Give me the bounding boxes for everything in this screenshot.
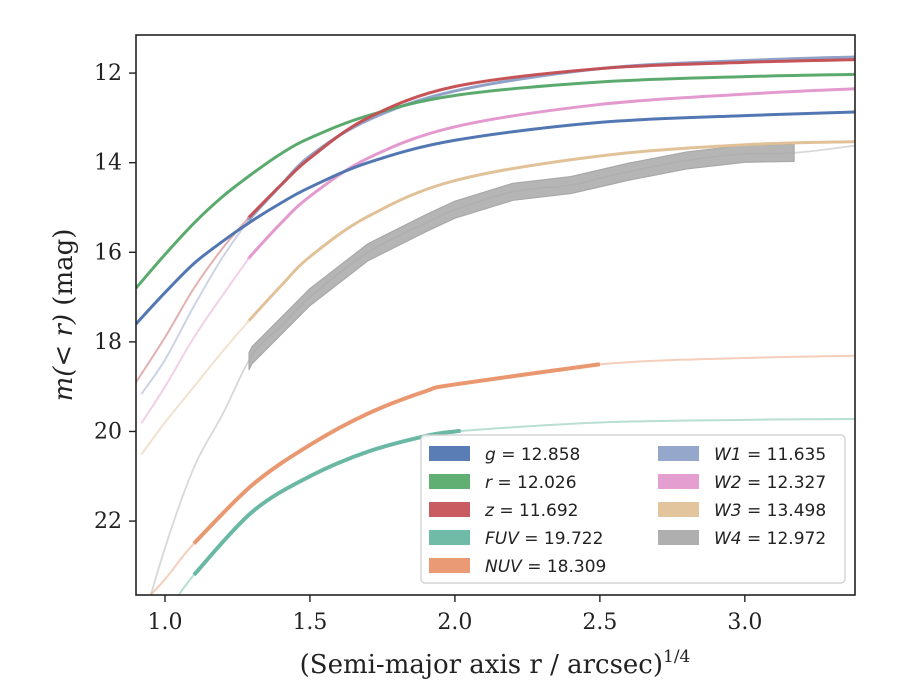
- curve-fuv-band: [192, 429, 461, 577]
- y-axis-title-unit: (mag): [49, 229, 79, 314]
- legend-swatch-r: [429, 474, 470, 489]
- legend-box: [420, 434, 846, 584]
- x-axis: 1.0 1.5 2.0 2.5 3.0: [147, 595, 762, 635]
- x-tick-label: 3.0: [727, 610, 762, 635]
- legend-swatch-z: [429, 502, 470, 517]
- legend-label-r: r = 12.026: [485, 473, 577, 493]
- y-tick-label: 14: [94, 151, 122, 176]
- legend-label-w4: W4 = 12.972: [714, 529, 826, 549]
- curve-w3-band: [247, 140, 855, 323]
- curve-r-band: [136, 72, 855, 290]
- legend-label-g: g = 12.858: [485, 445, 580, 465]
- legend-swatch-w3: [658, 502, 699, 517]
- legend-label-w3: W3 = 13.498: [714, 501, 826, 521]
- legend-label-fuv: FUV = 19.722: [485, 529, 603, 549]
- y-tick-label: 12: [94, 61, 122, 86]
- y-axis-title: m(< r) (mag): [49, 229, 79, 402]
- y-axis: 12 14 16 18 20 22: [94, 61, 136, 534]
- curve-w2-extrapolated: [140, 87, 855, 424]
- legend-label-w1: W1 = 11.635: [714, 445, 826, 465]
- curve-layer: [136, 55, 855, 595]
- curve-nuv-band: [192, 362, 601, 545]
- legend-swatch-g: [429, 446, 470, 461]
- curve-w2-band: [247, 87, 855, 261]
- legend-swatch-w1: [658, 446, 699, 461]
- legend-label-nuv: NUV = 18.309: [485, 557, 606, 577]
- curve-w1-extrapolated: [140, 55, 855, 395]
- x-tick-label: 1.5: [292, 610, 327, 635]
- x-axis-title-main: (Semi-major axis r / arcsec): [300, 650, 663, 680]
- legend: g = 12.858 r = 12.026 z = 11.692 FUV = 19.7…: [420, 434, 846, 584]
- curve-z-extrapolated: [136, 58, 855, 384]
- x-axis-title-superscript: 1/4: [663, 647, 690, 667]
- y-tick-label: 22: [94, 509, 122, 534]
- legend-label-w2: W2 = 12.327: [714, 473, 826, 493]
- curve-g-band: [136, 110, 855, 325]
- legend-label-z: z = 11.692: [484, 501, 578, 521]
- x-axis-title: (Semi-major axis r / arcsec)1/4: [300, 647, 691, 680]
- x-tick-label: 2.5: [582, 610, 617, 635]
- legend-swatch-w4: [658, 530, 699, 545]
- legend-swatch-nuv: [429, 558, 470, 573]
- legend-swatch-w2: [658, 474, 699, 489]
- x-tick-label: 2.0: [437, 610, 472, 635]
- legend-swatch-fuv: [429, 530, 470, 545]
- plot-frame: [135, 34, 856, 596]
- y-tick-label: 18: [94, 330, 122, 355]
- curve-z-band: [247, 58, 855, 220]
- y-tick-label: 16: [94, 240, 122, 265]
- y-axis-title-symbol: m(< r): [49, 314, 79, 401]
- curve-w4-band: [248, 143, 795, 371]
- x-tick-label: 1.0: [147, 610, 182, 635]
- y-tick-label: 20: [94, 419, 122, 444]
